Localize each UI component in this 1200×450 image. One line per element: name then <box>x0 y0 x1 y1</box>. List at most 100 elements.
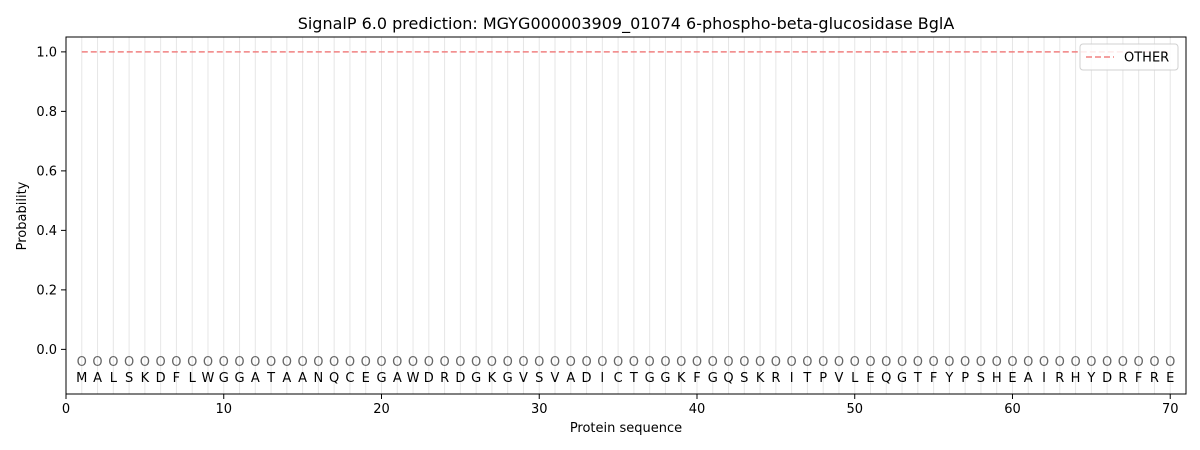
predicted-label: O <box>234 355 244 370</box>
residue-letter: A <box>393 371 402 386</box>
residue-letter: L <box>110 371 118 386</box>
residue-letter: I <box>1042 371 1046 386</box>
residue-letter: S <box>125 371 133 386</box>
residue-letter: S <box>740 371 748 386</box>
residue-letter: A <box>251 371 260 386</box>
residue-letter: G <box>219 371 229 386</box>
residue-letter: V <box>551 371 560 386</box>
predicted-label: O <box>629 355 639 370</box>
predicted-label: O <box>250 355 260 370</box>
residue-letter: S <box>977 371 985 386</box>
predicted-label: O <box>140 355 150 370</box>
residue-letter: T <box>802 371 811 386</box>
residue-letter: M <box>76 371 87 386</box>
residue-letter: Y <box>1086 371 1095 386</box>
residue-letter: D <box>424 371 434 386</box>
residue-letter: L <box>851 371 859 386</box>
predicted-label: O <box>376 355 386 370</box>
predicted-label: O <box>392 355 402 370</box>
residue-letter: E <box>362 371 370 386</box>
residue-letter: G <box>234 371 244 386</box>
predicted-label: O <box>487 355 497 370</box>
predicted-label: O <box>361 355 371 370</box>
predicted-label: O <box>298 355 308 370</box>
predicted-label: O <box>424 355 434 370</box>
residue-letter: R <box>440 371 449 386</box>
y-tick-label: 0.2 <box>36 283 57 298</box>
predicted-label: O <box>156 355 166 370</box>
residue-letter: A <box>93 371 102 386</box>
predicted-label: O <box>1134 355 1144 370</box>
predicted-label: O <box>1102 355 1112 370</box>
predicted-label: O <box>503 355 513 370</box>
residue-letter: G <box>660 371 670 386</box>
residue-letter: G <box>503 371 513 386</box>
predicted-label: O <box>550 355 560 370</box>
predicted-label: O <box>408 355 418 370</box>
predicted-label: O <box>581 355 591 370</box>
predicted-label: O <box>534 355 544 370</box>
predicted-label: O <box>787 355 797 370</box>
plot-frame <box>65 36 1187 395</box>
x-tick-label: 40 <box>689 402 706 417</box>
predicted-label: O <box>1007 355 1017 370</box>
predicted-label: O <box>282 355 292 370</box>
residue-letter: Q <box>881 371 891 386</box>
x-tick-label: 30 <box>531 402 548 417</box>
predicted-label: O <box>1149 355 1159 370</box>
residue-letter: I <box>790 371 794 386</box>
predicted-label: O <box>960 355 970 370</box>
residue-letter: K <box>756 371 765 386</box>
residue-letter: Y <box>944 371 953 386</box>
residue-labels: MOAOLOSOKODOFOLOWOGOGOAOTOAOAONOQOCOEOGO… <box>76 355 1175 386</box>
predicted-label: O <box>660 355 670 370</box>
predicted-label: O <box>345 355 355 370</box>
residue-letter: Q <box>329 371 339 386</box>
predicted-label: O <box>928 355 938 370</box>
x-tick-label: 20 <box>373 402 390 417</box>
x-tick-label: 70 <box>1162 402 1179 417</box>
residue-letter: P <box>819 371 827 386</box>
predicted-label: O <box>755 355 765 370</box>
residue-letter: D <box>582 371 592 386</box>
residue-letter: R <box>1118 371 1127 386</box>
predicted-label: O <box>266 355 276 370</box>
predicted-label: O <box>92 355 102 370</box>
predicted-label: O <box>77 355 87 370</box>
predicted-label: O <box>1039 355 1049 370</box>
legend: OTHER <box>1079 43 1179 71</box>
predicted-label: O <box>613 355 623 370</box>
predicted-label: O <box>913 355 923 370</box>
predicted-label: O <box>439 355 449 370</box>
residue-letter: A <box>282 371 291 386</box>
residue-letter: N <box>314 371 324 386</box>
residue-letter: A <box>566 371 575 386</box>
predicted-label: O <box>171 355 181 370</box>
residue-letter: E <box>866 371 874 386</box>
residue-letter: I <box>600 371 604 386</box>
predicted-label: O <box>723 355 733 370</box>
residue-letter: C <box>345 371 354 386</box>
legend-entry: OTHER <box>1124 51 1169 66</box>
y-tick-label: 0.6 <box>36 164 57 179</box>
residue-letter: L <box>189 371 197 386</box>
residue-letter: G <box>471 371 481 386</box>
axes: 0 10 20 30 40 50 60 70 0.0 0.2 0.4 0.6 0.8 1.0 <box>36 36 1187 417</box>
predicted-label: O <box>881 355 891 370</box>
predicted-label: O <box>518 355 528 370</box>
residue-letter: D <box>455 371 465 386</box>
residue-letter: G <box>376 371 386 386</box>
predicted-label: O <box>818 355 828 370</box>
predicted-label: O <box>1055 355 1065 370</box>
residue-letter: D <box>156 371 166 386</box>
predicted-label: O <box>1023 355 1033 370</box>
predicted-label: O <box>802 355 812 370</box>
residue-letter: T <box>629 371 638 386</box>
y-axis-label: Probability <box>15 181 30 250</box>
residue-letter: V <box>835 371 844 386</box>
predicted-label: O <box>692 355 702 370</box>
x-tick-label: 0 <box>62 402 70 417</box>
predicted-label: O <box>771 355 781 370</box>
predicted-label: O <box>1086 355 1096 370</box>
residue-letter: F <box>1135 371 1142 386</box>
